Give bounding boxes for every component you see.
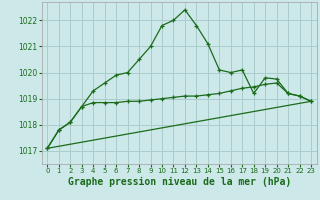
X-axis label: Graphe pression niveau de la mer (hPa): Graphe pression niveau de la mer (hPa) — [68, 177, 291, 187]
